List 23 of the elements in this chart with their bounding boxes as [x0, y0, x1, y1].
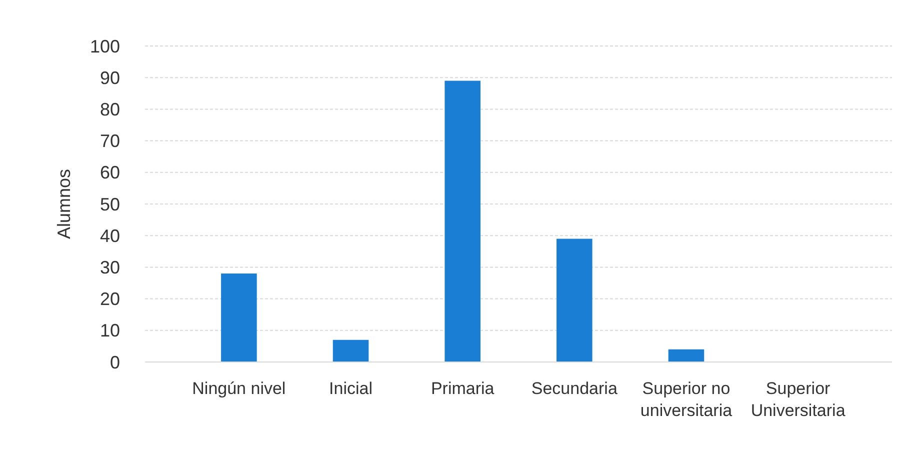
y-axis-title: Alumnos	[54, 168, 74, 240]
y-tick-label: 80	[100, 100, 120, 120]
y-tick-label: 0	[110, 352, 120, 372]
y-tick-label: 90	[100, 68, 120, 88]
bar	[556, 238, 592, 362]
x-tick-label: Primaria	[430, 379, 495, 398]
bar	[444, 80, 480, 362]
y-tick-label: 70	[100, 131, 120, 152]
x-tick-label: Secundaria	[531, 379, 618, 398]
x-tick-label: Ningún nivel	[192, 379, 286, 398]
y-tick-label: 10	[100, 320, 120, 341]
y-tick-label: 60	[100, 162, 120, 183]
bar	[668, 349, 704, 362]
y-tick-label: 40	[100, 226, 120, 246]
y-tick-label: 100	[90, 36, 120, 56]
bar	[332, 340, 369, 362]
x-tick-label: Superior Universitaria	[750, 379, 846, 420]
y-tick-label: 30	[100, 258, 120, 278]
y-tick-label: 20	[100, 289, 120, 310]
x-tick-label: Inicial	[329, 379, 372, 398]
x-tick-label: Superior no universitaria	[640, 379, 733, 420]
bar	[221, 274, 257, 362]
y-tick-label: 50	[100, 194, 120, 214]
